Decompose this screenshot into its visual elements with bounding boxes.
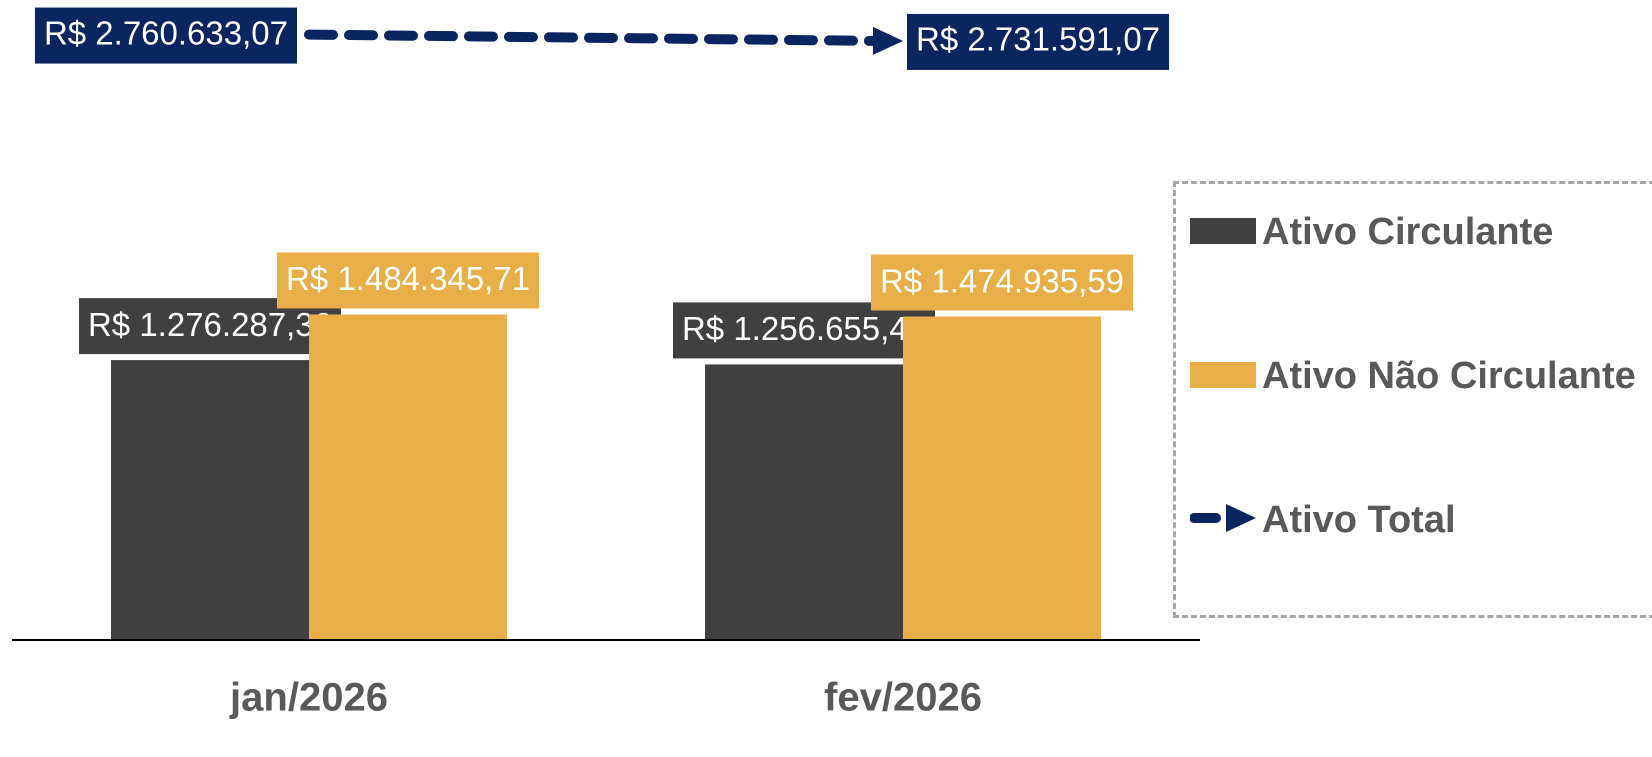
legend-label: Ativo Não Circulante <box>1262 355 1636 397</box>
value-label-box <box>34 7 297 64</box>
bar <box>903 316 1101 640</box>
value-label-text: R$ 1.276.287,36 <box>88 306 332 343</box>
value-label-box <box>276 252 540 309</box>
legend-entry: Ativo Não Circulante <box>1190 350 1636 402</box>
value-label-text: R$ 2.760.633,07 <box>44 14 288 51</box>
x-tick-label: jan/2026 <box>229 676 388 720</box>
bar <box>309 314 507 640</box>
value-label-text: R$ 1.474.935,59 <box>880 262 1124 299</box>
legend-label: Ativo Total <box>1262 499 1456 541</box>
value-label: R$ 2.731.591,07 <box>907 13 1170 70</box>
legend-swatch <box>1190 218 1256 244</box>
legend-swatch <box>1190 362 1256 388</box>
value-label-text: R$ 1.256.655,48 <box>682 310 926 347</box>
value-label-box <box>907 13 1170 70</box>
legend-entry: Ativo Total <box>1189 494 1456 546</box>
bar <box>705 364 903 640</box>
value-label-box <box>672 302 936 359</box>
legend-line <box>1189 504 1256 532</box>
value-label-text: R$ 1.484.345,71 <box>286 260 530 297</box>
value-label: R$ 1.474.935,59 <box>870 254 1134 311</box>
bar <box>111 360 309 640</box>
value-label-text: R$ 2.731.591,07 <box>916 21 1160 58</box>
value-label: R$ 1.276.287,36 <box>78 298 342 355</box>
x-tick-label: fev/2026 <box>824 676 982 720</box>
value-label-box <box>870 254 1134 311</box>
legend-entry: Ativo Circulante <box>1190 206 1553 258</box>
value-label: R$ 1.484.345,71 <box>276 252 540 309</box>
legend-swatch <box>1189 504 1256 532</box>
value-label: R$ 2.760.633,07 <box>34 7 297 64</box>
value-label: R$ 1.256.655,48 <box>672 302 936 359</box>
line <box>304 29 880 46</box>
arrow-head <box>873 26 903 55</box>
legend-label: Ativo Circulante <box>1262 211 1554 253</box>
legend: Ativo Circulante Ativo Não Circulante Ativ… <box>1173 181 1652 618</box>
